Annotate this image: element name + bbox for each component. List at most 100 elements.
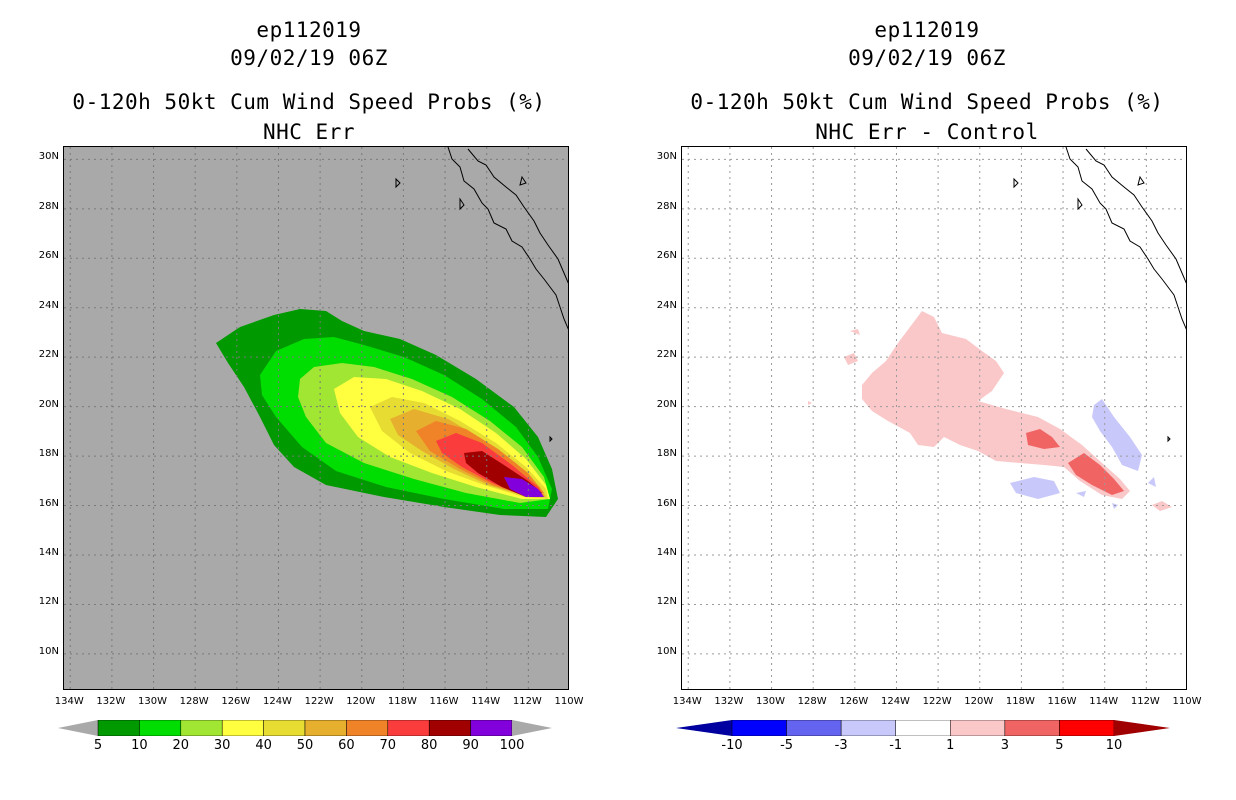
lat-tick-label: 24N	[38, 299, 59, 311]
lon-tick-label: 116W	[429, 696, 459, 707]
grid-lines	[64, 147, 568, 689]
lat-tick-label: 16N	[656, 497, 677, 509]
contour-3-5	[1026, 429, 1124, 495]
lon-tick-label: 134W	[54, 696, 84, 707]
lat-tick-label: 14N	[656, 547, 677, 558]
lon-tick-label: 122W	[304, 696, 334, 707]
lat-tick-label: 20N	[656, 398, 677, 410]
colorbar-box	[786, 720, 842, 736]
colorbar-tick-label: -1	[889, 738, 903, 753]
left-panel: ep112019 09/02/19 06Z 0-120h 50kt Cum Wi…	[38, 18, 584, 753]
colorbar-tick-label: 30	[213, 738, 231, 753]
colorbar-box	[1004, 720, 1060, 736]
contour-90-100	[504, 477, 544, 497]
colorbar-box	[950, 720, 1006, 736]
colorbar-box	[895, 720, 951, 736]
contour-1-3	[808, 311, 1172, 511]
colorbar-tick-label: 5	[93, 738, 103, 753]
lat-tick-label: 20N	[38, 398, 59, 410]
lat-tick-label: 18N	[656, 448, 677, 460]
lon-tick-label: 110W	[1172, 696, 1202, 707]
colorbar-below-arrow	[676, 720, 732, 736]
lon-tick-label: 126W	[839, 696, 869, 707]
colorbar-box	[221, 720, 264, 736]
lat-tick-label: 16N	[38, 497, 59, 509]
lat-tick-label: 24N	[656, 299, 677, 311]
colorbar-tick-label: 5	[1055, 738, 1064, 753]
colorbar-tick-label: 40	[255, 738, 272, 753]
lat-tick-label: 14N	[38, 547, 59, 558]
lon-tick-label: 120W	[964, 696, 994, 707]
colorbar-tick-label: 10	[1105, 738, 1123, 753]
lon-tick-label: 118W	[1005, 696, 1035, 707]
lat-tick-label: 30N	[656, 151, 677, 163]
colorbar-boxes-right	[676, 720, 1170, 736]
colorbar-above-arrow	[1114, 720, 1170, 736]
colorbar-above-arrow	[512, 720, 552, 736]
colorbar-box	[139, 720, 182, 736]
coastline-right	[1013, 147, 1186, 443]
colorbar-tick-label: 50	[296, 738, 314, 753]
lon-tick-label: 128W	[797, 696, 827, 707]
date-title: 09/02/19 06Z	[230, 46, 388, 70]
lon-tick-label: 124W	[262, 696, 292, 707]
coastline	[395, 147, 568, 443]
lon-tick-label: 122W	[922, 696, 952, 707]
lat-tick-label: 18N	[38, 448, 59, 460]
storm-id-title: ep112019	[256, 18, 362, 42]
colorbar-tick-label: 70	[379, 738, 397, 753]
colorbar-tick-label: 20	[172, 738, 190, 753]
colorbar-box	[304, 720, 347, 736]
lon-tick-label: 112W	[512, 696, 542, 707]
colorbar-tick-label: 80	[420, 738, 438, 753]
lon-tick-label: 128W	[179, 696, 209, 707]
lat-tick-label: 22N	[38, 349, 59, 361]
storm-id-title-right: ep112019	[874, 18, 980, 42]
colorbar-box	[97, 720, 140, 736]
colorbar-tick-label: 100	[499, 738, 525, 753]
colorbar-right	[676, 720, 1170, 736]
lon-tick-label: 132W	[714, 696, 744, 707]
colorbar-left	[58, 720, 552, 736]
product-title-right: 0-120h 50kt Cum Wind Speed Probs (%)	[690, 90, 1164, 114]
lon-tick-label: 120W	[346, 696, 376, 707]
lat-tick-label: 30N	[38, 151, 59, 163]
probability-map-svg	[64, 147, 568, 689]
colorbar-box	[470, 720, 513, 736]
lon-tick-label: 134W	[672, 696, 702, 707]
lon-tick-label: 116W	[1047, 696, 1077, 707]
lat-tick-label: 12N	[38, 596, 59, 608]
colorbar-box	[180, 720, 223, 736]
colorbar-tick-label: 60	[338, 738, 355, 753]
lat-tick-label: 22N	[656, 349, 677, 361]
right-panel: ep112019 09/02/19 06Z 0-120h 50kt Cum Wi…	[618, 0, 1236, 800]
colorbar-tick-label: 3	[1000, 738, 1009, 753]
difference-map	[681, 146, 1187, 690]
lon-tick-label: 114W	[1089, 696, 1119, 707]
lon-tick-label: 110W	[554, 696, 584, 707]
grid-lines-right	[682, 147, 1186, 689]
lon-tick-label: 118W	[387, 696, 417, 707]
colorbar-box	[346, 720, 389, 736]
colorbar-tick-label: 90	[462, 738, 479, 753]
colorbar-tick-label: 1	[946, 738, 955, 753]
lat-tick-label: 10N	[656, 645, 677, 657]
experiment-title-right: NHC Err - Control	[815, 120, 1039, 144]
probability-map	[63, 146, 569, 690]
colorbar-box	[840, 720, 896, 736]
colorbar-box	[428, 720, 471, 736]
colorbar-below-arrow	[58, 720, 98, 736]
colorbar-box	[1059, 720, 1115, 736]
colorbar-box	[387, 720, 430, 736]
lon-tick-label: 130W	[138, 696, 168, 707]
colorbar-box	[731, 720, 787, 736]
lon-tick-label: 132W	[96, 696, 126, 707]
colorbar-tick-label: -5	[780, 738, 794, 753]
lon-tick-label: 126W	[221, 696, 251, 707]
colorbar-tick-label: -3	[834, 738, 848, 753]
colorbar-tick-label: 10	[131, 738, 148, 753]
experiment-title: NHC Err	[262, 120, 355, 144]
lat-tick-label: 28N	[656, 200, 677, 212]
lon-tick-label: 130W	[756, 696, 786, 707]
colorbar-boxes	[97, 720, 513, 736]
